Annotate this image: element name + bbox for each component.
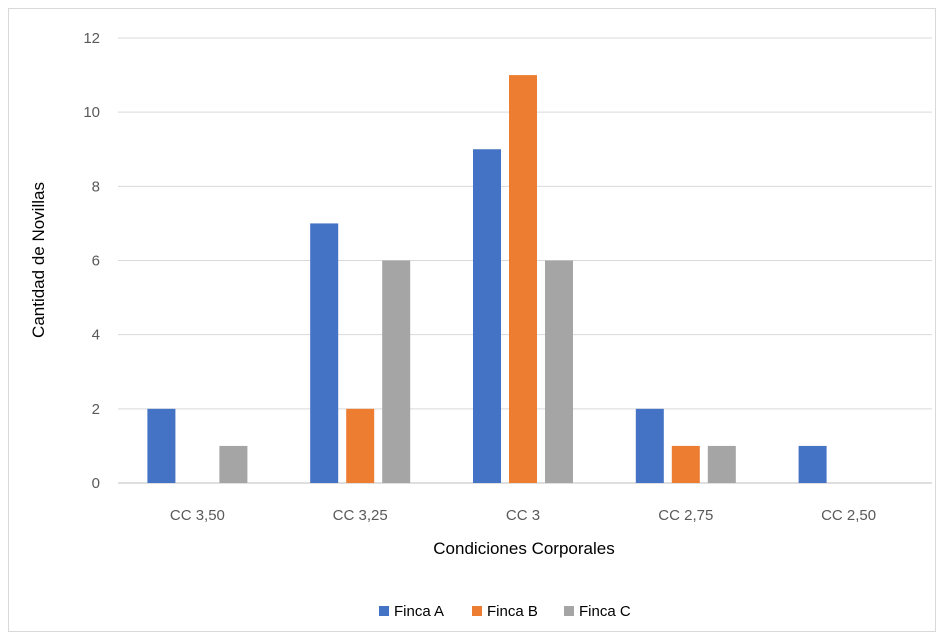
x-tick-label: CC 2,75 — [658, 507, 713, 524]
bar-finca-b — [346, 408, 375, 483]
bar-finca-c — [382, 260, 411, 483]
legend-item-finca-a[interactable]: Finca A — [379, 603, 444, 620]
y-tick-label: 10 — [83, 104, 100, 121]
x-tick-label: CC 3 — [506, 507, 540, 524]
y-tick-label: 12 — [83, 30, 100, 47]
bar-finca-a — [147, 408, 176, 483]
x-axis-ticks: CC 3,50 CC 3,25 CC 3 CC 2,75 CC 2,50 — [170, 507, 876, 524]
bar-finca-b — [671, 445, 700, 483]
bars — [147, 75, 827, 483]
legend-item-finca-c[interactable]: Finca C — [564, 603, 631, 620]
bar-finca-a — [310, 223, 339, 483]
y-tick-label: 0 — [92, 475, 100, 492]
bar-finca-a — [635, 408, 664, 483]
x-tick-label: CC 3,50 — [170, 507, 225, 524]
legend-swatch — [564, 606, 574, 616]
y-tick-label: 8 — [92, 178, 100, 195]
y-axis-ticks: 0 2 4 6 8 10 12 — [83, 30, 100, 492]
legend-label: Finca C — [579, 603, 631, 620]
legend-label: Finca B — [487, 603, 538, 620]
legend[interactable]: Finca A Finca B Finca C — [379, 603, 631, 620]
x-tick-label: CC 2,50 — [821, 507, 876, 524]
bar-finca-b — [509, 75, 537, 483]
bar-finca-a — [798, 445, 827, 483]
x-axis-title: Condiciones Corporales — [433, 539, 614, 558]
bar-finca-a — [473, 149, 501, 483]
legend-label: Finca A — [394, 603, 444, 620]
y-tick-label: 6 — [92, 253, 100, 270]
x-tick-label: CC 3,25 — [333, 507, 388, 524]
y-axis-title: Cantidad de Novillas — [29, 182, 48, 338]
y-tick-label: 4 — [92, 327, 100, 344]
legend-item-finca-b[interactable]: Finca B — [472, 603, 538, 620]
y-tick-label: 2 — [92, 401, 100, 418]
legend-swatch — [472, 606, 482, 616]
bar-finca-c — [545, 260, 573, 483]
bar-finca-c — [219, 445, 248, 483]
legend-swatch — [379, 606, 389, 616]
bar-finca-c — [707, 445, 736, 483]
